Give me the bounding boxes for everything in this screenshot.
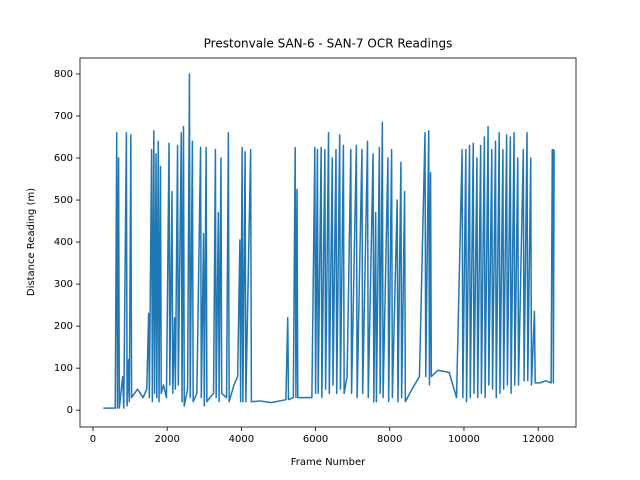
- x-axis-label: Frame Number: [291, 457, 366, 468]
- x-tick-label: 6000: [303, 434, 328, 445]
- x-tick-label: 0: [90, 434, 96, 445]
- y-tick-label: 500: [54, 195, 73, 206]
- x-tick-label: 2000: [154, 434, 179, 445]
- x-tick-label: 8000: [377, 434, 402, 445]
- data-line: [103, 73, 555, 409]
- y-tick-label: 300: [54, 279, 73, 290]
- y-tick-label: 600: [54, 153, 73, 164]
- x-tick-label: 12000: [522, 434, 554, 445]
- plot-frame: [79, 57, 577, 428]
- y-tick-label: 0: [67, 405, 73, 416]
- x-tick-label: 4000: [229, 434, 254, 445]
- y-tick-label: 800: [54, 69, 73, 80]
- chart-title: Prestonvale SAN-6 - SAN-7 OCR Readings: [204, 37, 453, 51]
- y-axis-label: Distance Reading (m): [26, 188, 37, 296]
- y-tick-label: 100: [54, 363, 73, 374]
- x-tick-label: 10000: [448, 434, 480, 445]
- y-tick-label: 400: [54, 237, 73, 248]
- y-tick-label: 700: [54, 111, 73, 122]
- y-tick-label: 200: [54, 321, 73, 332]
